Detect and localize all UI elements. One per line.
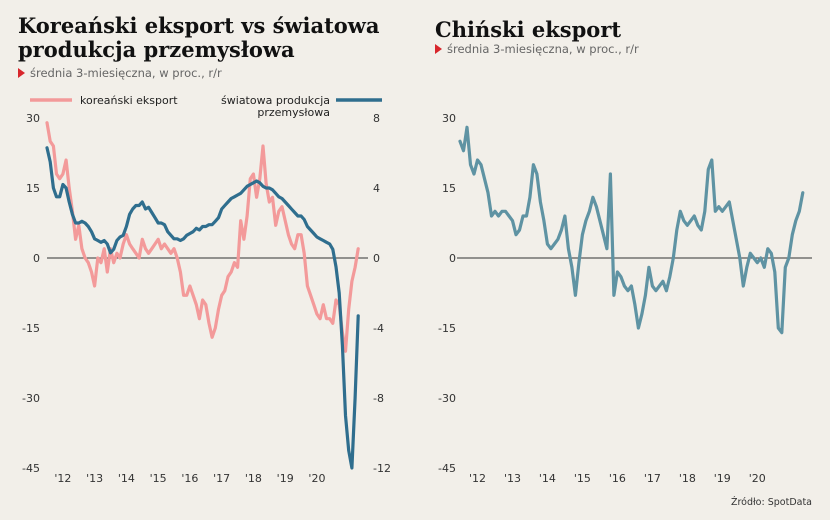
x-tick-label: '14 bbox=[539, 472, 556, 485]
x-tick-label: '17 bbox=[644, 472, 661, 485]
red-triangle-icon bbox=[18, 68, 25, 78]
x-tick-label: '19 bbox=[714, 472, 731, 485]
right-y-tick-label: 8 bbox=[373, 112, 380, 125]
left-y-tick-label: 15 bbox=[26, 182, 40, 195]
right-y-tick-label: -8 bbox=[373, 392, 384, 405]
left-y-tick-label: -30 bbox=[22, 392, 40, 405]
x-tick-label: '15 bbox=[574, 472, 591, 485]
left-y-tick-label: -45 bbox=[22, 462, 40, 475]
x-tick-label: '18 bbox=[245, 472, 262, 485]
x-tick-label: '18 bbox=[679, 472, 696, 485]
x-tick-label: '20 bbox=[749, 472, 766, 485]
china-y-tick-label: -30 bbox=[438, 392, 456, 405]
china-export-line bbox=[458, 125, 805, 335]
source-note: Źródło: SpotData bbox=[730, 497, 812, 508]
x-tick-label: '12 bbox=[54, 472, 71, 485]
china-y-tick-label: 15 bbox=[442, 182, 456, 195]
legend-korea-label: koreański eksport bbox=[80, 94, 178, 107]
right-chart-subtitle: średnia 3-miesięczna, w proc., r/r bbox=[435, 42, 639, 56]
right-chart-title: Chiński eksport bbox=[435, 18, 621, 42]
legend-world-label-line1: światowa produkcja bbox=[221, 94, 330, 107]
china-y-tick-label: 30 bbox=[442, 112, 456, 125]
left-y-tick-label: 30 bbox=[26, 112, 40, 125]
korea-export-line bbox=[45, 121, 360, 353]
x-tick-label: '19 bbox=[277, 472, 294, 485]
china-y-tick-label: 0 bbox=[449, 252, 456, 265]
china-y-tick-label: -15 bbox=[438, 322, 456, 335]
legend-world-label-line2: przemysłowa bbox=[257, 106, 330, 119]
left-chart-subtitle: średnia 3-miesięczna, w proc., r/r bbox=[18, 66, 222, 80]
right-y-tick-label: 0 bbox=[373, 252, 380, 265]
x-tick-label: '16 bbox=[181, 472, 198, 485]
right-chart: 30 15 0 -15 -30 -45 '12 '13 '14 '15 '16 '17 '18 '19 '2… bbox=[438, 112, 812, 485]
x-tick-label: '13 bbox=[504, 472, 521, 485]
left-chart-title-line2: produkcja przemysłowa bbox=[18, 37, 295, 62]
left-chart-title-line1: Koreański eksport vs światowa bbox=[18, 13, 380, 38]
right-chart-subtitle-text: średnia 3-miesięczna, w proc., r/r bbox=[447, 42, 639, 56]
x-tick-label: '13 bbox=[86, 472, 103, 485]
left-y-tick-label: 0 bbox=[33, 252, 40, 265]
left-chart: 30 15 0 -15 -30 -45 8 4 0 -4 -8 -12 '12 '13 '14 '15 '16 '… bbox=[22, 94, 391, 485]
right-y-tick-label: -4 bbox=[373, 322, 384, 335]
x-tick-label: '15 bbox=[150, 472, 167, 485]
x-tick-label: '14 bbox=[118, 472, 135, 485]
world-industrial-production-line bbox=[45, 146, 360, 470]
red-triangle-icon bbox=[435, 44, 442, 54]
china-y-tick-label: -45 bbox=[438, 462, 456, 475]
right-y-tick-label: 4 bbox=[373, 182, 380, 195]
left-y-tick-label: -15 bbox=[22, 322, 40, 335]
left-chart-title: Koreański eksport vs światowa produkcja … bbox=[18, 14, 379, 62]
right-y-tick-label: -12 bbox=[373, 462, 391, 475]
x-tick-label: '12 bbox=[469, 472, 486, 485]
x-tick-label: '16 bbox=[609, 472, 626, 485]
left-chart-subtitle-text: średnia 3-miesięczna, w proc., r/r bbox=[30, 66, 222, 80]
x-tick-label: '20 bbox=[308, 472, 325, 485]
x-tick-label: '17 bbox=[213, 472, 230, 485]
right-chart-title-text: Chiński eksport bbox=[435, 17, 622, 42]
